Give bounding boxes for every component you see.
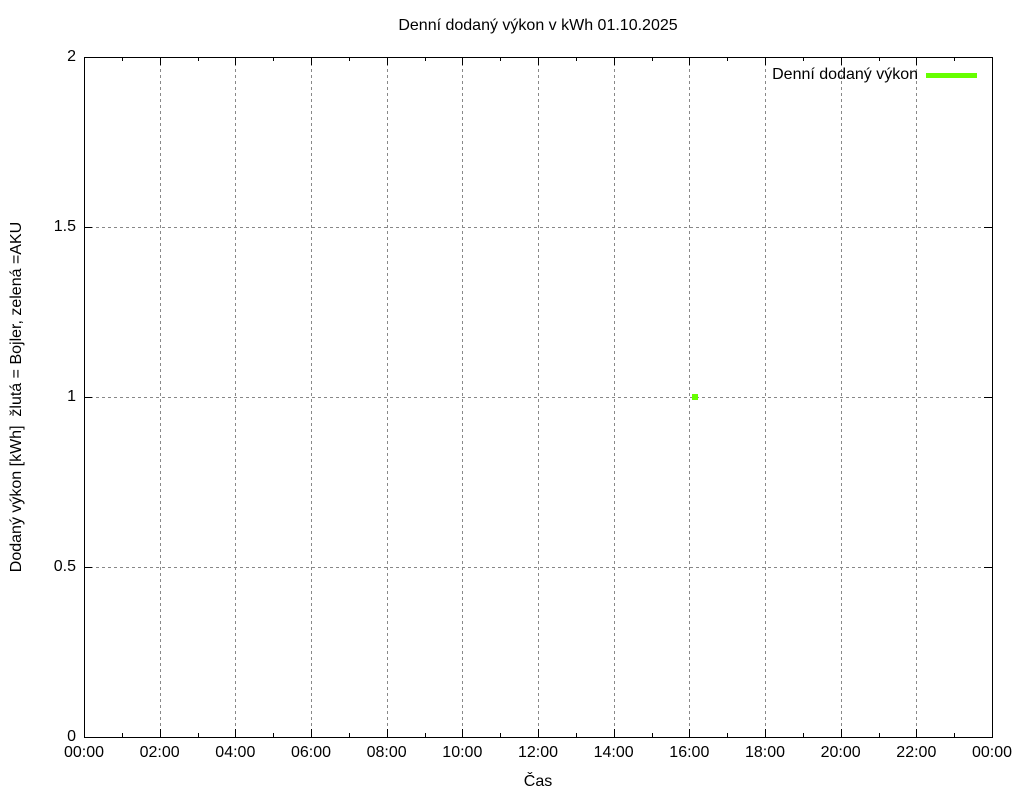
legend-line-sample <box>926 72 977 78</box>
legend-entry-label: Denní dodaný výkon <box>772 66 918 83</box>
x-tick-label: 20:00 <box>820 744 861 761</box>
x-tick-label: 00:00 <box>63 744 105 761</box>
data-point <box>692 394 699 400</box>
y-tick-label: 1 <box>67 388 76 405</box>
x-tick-label: 12:00 <box>517 744 559 761</box>
x-tick-label: 06:00 <box>290 744 332 761</box>
x-tick-label: 02:00 <box>139 744 180 761</box>
x-tick-label: 14:00 <box>593 744 634 761</box>
y-tick-label: 0 <box>67 728 76 745</box>
y-tick-label: 0.5 <box>53 558 76 575</box>
x-axis-label: Čas <box>523 773 553 790</box>
y-tick-label: 1.5 <box>53 218 76 235</box>
x-tick-label: 22:00 <box>896 744 937 761</box>
legend: Denní dodaný výkon <box>772 66 977 84</box>
x-tick-label: 16:00 <box>669 744 710 761</box>
x-tick-label: 04:00 <box>215 744 256 761</box>
x-tick-label: 10:00 <box>442 744 483 761</box>
x-tick-label: 08:00 <box>366 744 407 761</box>
chart-title: Denní dodaný výkon v kWh 01.10.2025 <box>398 17 678 34</box>
y-tick-label: 2 <box>67 48 76 65</box>
x-tick-label: 18:00 <box>744 744 786 761</box>
x-tick-label: 00:00 <box>971 744 1013 761</box>
